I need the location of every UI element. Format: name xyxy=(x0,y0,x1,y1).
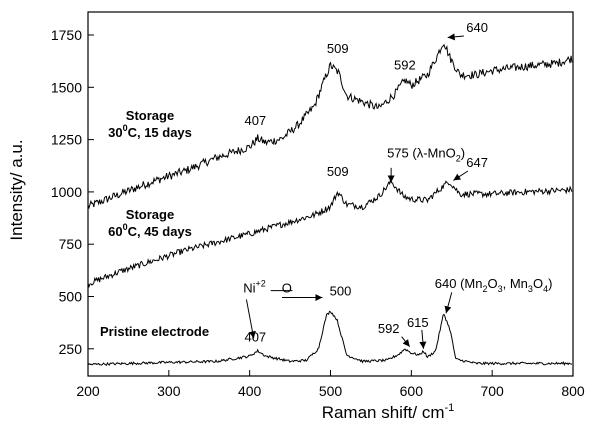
peak-label: 647 xyxy=(466,155,488,170)
peak-label: 592 xyxy=(378,321,400,336)
peak-arrow xyxy=(447,33,464,41)
y-axis-label: Intensity/ a.u. xyxy=(7,139,26,240)
y-tick-label: 500 xyxy=(59,289,83,305)
plot-frame xyxy=(87,11,574,377)
y-tick-label: 250 xyxy=(59,341,83,357)
series-label: 600C, 45 days xyxy=(108,222,192,239)
series-label: Pristine electrode xyxy=(100,324,209,339)
peak-label: 407 xyxy=(244,329,266,344)
peak-label: 407 xyxy=(244,113,266,128)
x-tick-label: 300 xyxy=(157,383,181,399)
peak-label: 509 xyxy=(327,164,349,179)
peak-label: 640 xyxy=(466,20,488,35)
x-tick-label: 700 xyxy=(480,383,504,399)
series-label: Storage xyxy=(126,108,174,123)
peak-arrow xyxy=(245,299,256,339)
peak-arrow xyxy=(401,336,411,348)
y-tick-label: 1750 xyxy=(51,27,82,43)
series-line-0 xyxy=(87,43,573,210)
y-tick-label: 750 xyxy=(59,236,83,252)
x-tick-label: 800 xyxy=(561,383,585,399)
peak-label: 615 xyxy=(407,315,429,330)
peak-label: 640 (Mn2O3, Mn3O4) xyxy=(435,276,553,294)
y-tick-label: 1000 xyxy=(51,184,82,200)
peak-arrow xyxy=(453,170,469,181)
x-tick-label: 500 xyxy=(319,383,343,399)
peak-label: 509 xyxy=(327,41,349,56)
peak-arrow xyxy=(444,292,453,314)
x-tick-label: 600 xyxy=(400,383,424,399)
series-label: 300C, 15 days xyxy=(108,123,192,140)
y-tick-label: 1250 xyxy=(51,132,82,148)
ni-o-annotation: Ni+2 O xyxy=(243,278,292,295)
axes: 200 300 400 500 600 700 800 250 500 750 1000 1250 15… xyxy=(51,11,585,399)
peak-arrow xyxy=(419,329,427,349)
peak-label: 592 xyxy=(394,58,416,73)
y-tick-label: 1500 xyxy=(51,79,82,95)
x-tick-label: 400 xyxy=(238,383,262,399)
series-line-2 xyxy=(87,310,572,367)
series-label: Storage xyxy=(126,207,174,222)
peak-label: 500 xyxy=(330,283,352,298)
x-axis-label: Raman shift/ cm-1 xyxy=(322,402,455,422)
peak-label: 575 (λ-MnO2) xyxy=(387,145,465,163)
series-line-1 xyxy=(87,179,573,289)
x-tick-label: 200 xyxy=(76,383,100,399)
